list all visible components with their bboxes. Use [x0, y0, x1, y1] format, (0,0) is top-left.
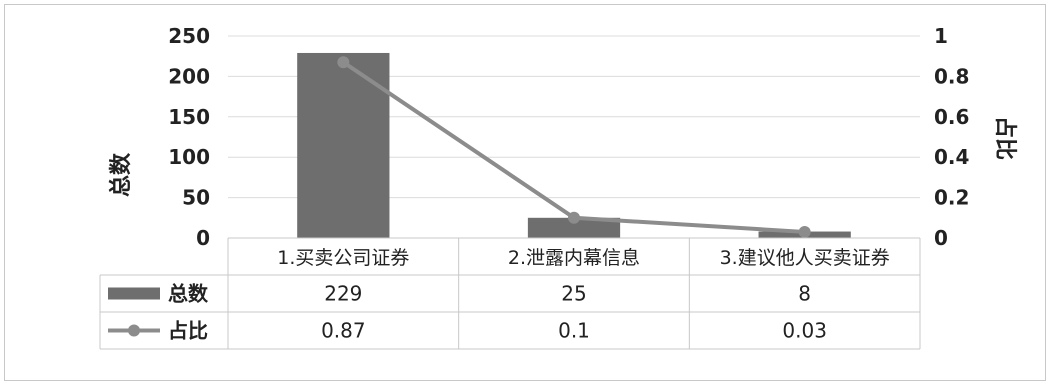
y-axis-title: 总数	[108, 152, 134, 197]
y2-tick-label: 0	[934, 226, 948, 250]
table-cell: 0.1	[558, 319, 590, 343]
legend-swatch-bar	[108, 287, 160, 300]
legend-swatch-marker	[128, 324, 140, 337]
y-tick-label: 100	[168, 145, 210, 169]
y2-tick-label: 0.4	[934, 145, 969, 169]
legend-label: 占比	[168, 319, 208, 343]
table-cell: 229	[324, 282, 362, 306]
y-tick-label: 50	[182, 186, 210, 210]
line-point	[568, 211, 580, 224]
y2-axis-title: 占比	[992, 116, 1017, 160]
table-cell: 0.87	[321, 319, 366, 343]
y2-tick-label: 0.2	[934, 186, 969, 210]
chart-frame	[4, 4, 1046, 381]
category-label: 1.买卖公司证券	[277, 247, 409, 269]
bar	[297, 52, 390, 238]
y2-tick-label: 1	[934, 24, 948, 48]
table-cell: 8	[798, 282, 811, 306]
y2-tick-label: 0.6	[934, 105, 969, 129]
table-cell: 25	[561, 282, 586, 306]
y-tick-label: 200	[168, 64, 210, 88]
y2-tick-label: 0.8	[934, 64, 969, 88]
y-tick-label: 150	[168, 105, 210, 129]
bar	[527, 217, 621, 238]
line-series	[342, 60, 805, 234]
legend-label: 总数	[168, 282, 209, 306]
line-point	[798, 225, 811, 238]
category-label: 3.建议他人买卖证券	[720, 247, 890, 269]
y-tick-label: 250	[168, 24, 210, 48]
category-label: 2.泄露内幕信息	[508, 247, 640, 269]
table-cell: 0.03	[782, 319, 827, 343]
line-point	[337, 56, 350, 69]
y-tick-label: 0	[196, 226, 210, 250]
